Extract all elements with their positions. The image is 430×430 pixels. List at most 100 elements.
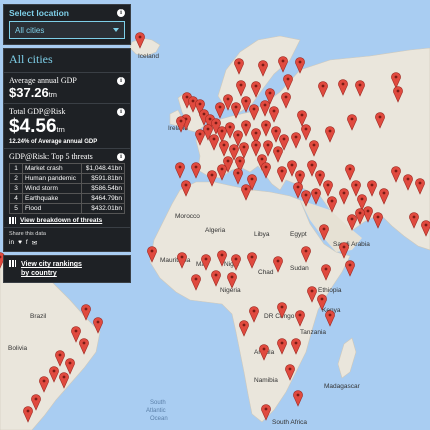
city-pin[interactable]: [278, 56, 288, 73]
city-pin[interactable]: [295, 57, 305, 74]
city-pin[interactable]: [295, 310, 305, 327]
city-pin[interactable]: [323, 180, 333, 197]
city-pin[interactable]: [261, 120, 271, 137]
city-pin[interactable]: [175, 162, 185, 179]
city-pin[interactable]: [251, 128, 261, 145]
city-pin[interactable]: [71, 326, 81, 343]
city-pin[interactable]: [277, 302, 287, 319]
city-pin[interactable]: [239, 320, 249, 337]
city-pin[interactable]: [318, 81, 328, 98]
city-pin[interactable]: [321, 264, 331, 281]
city-pin[interactable]: [49, 366, 59, 383]
city-pin[interactable]: [273, 256, 283, 273]
rankings-box[interactable]: View city rankings by country: [3, 255, 131, 283]
info-icon[interactable]: i: [117, 76, 125, 85]
city-pin[interactable]: [319, 224, 329, 241]
facebook-icon[interactable]: f: [25, 239, 28, 246]
city-pin[interactable]: [307, 160, 317, 177]
city-pin[interactable]: [297, 110, 307, 127]
city-pin[interactable]: [287, 160, 297, 177]
city-pin[interactable]: [251, 81, 261, 98]
city-pin[interactable]: [211, 118, 221, 135]
city-pin[interactable]: [235, 156, 245, 173]
city-pin[interactable]: [409, 212, 419, 229]
city-pin[interactable]: [251, 140, 261, 157]
city-pin[interactable]: [217, 164, 227, 181]
city-pin[interactable]: [249, 306, 259, 323]
city-pin[interactable]: [31, 394, 41, 411]
city-pin[interactable]: [279, 134, 289, 151]
info-icon[interactable]: i: [117, 9, 125, 17]
city-pin[interactable]: [379, 188, 389, 205]
city-pin[interactable]: [301, 190, 311, 207]
city-pin[interactable]: [249, 104, 259, 121]
city-pin[interactable]: [271, 126, 281, 143]
city-pin[interactable]: [241, 96, 251, 113]
city-pin[interactable]: [291, 338, 301, 355]
city-pin[interactable]: [191, 274, 201, 291]
city-pin[interactable]: [317, 294, 327, 311]
city-pin[interactable]: [259, 344, 269, 361]
city-pin[interactable]: [339, 188, 349, 205]
info-icon[interactable]: i: [117, 152, 125, 161]
city-pin[interactable]: [241, 120, 251, 137]
city-pin[interactable]: [277, 166, 287, 183]
info-icon[interactable]: i: [117, 107, 125, 116]
city-pin[interactable]: [207, 170, 217, 187]
linkedin-icon[interactable]: in: [9, 239, 15, 246]
city-pin[interactable]: [301, 124, 311, 141]
city-pin[interactable]: [391, 72, 401, 89]
city-pin[interactable]: [23, 406, 33, 423]
city-pin[interactable]: [311, 188, 321, 205]
city-pin[interactable]: [239, 142, 249, 159]
city-pin[interactable]: [261, 404, 271, 421]
city-pin[interactable]: [258, 60, 268, 77]
city-pin[interactable]: [327, 196, 337, 213]
city-pin[interactable]: [39, 376, 49, 393]
city-pin[interactable]: [236, 80, 246, 97]
city-pin[interactable]: [257, 154, 267, 171]
city-pin[interactable]: [217, 250, 227, 267]
city-pin[interactable]: [357, 194, 367, 211]
city-pin[interactable]: [195, 99, 205, 116]
city-pin[interactable]: [81, 304, 91, 321]
city-pin[interactable]: [293, 182, 303, 199]
city-pin[interactable]: [55, 350, 65, 367]
city-pin[interactable]: [263, 140, 273, 157]
city-pin[interactable]: [135, 32, 145, 49]
city-pin[interactable]: [421, 220, 430, 237]
city-pin[interactable]: [59, 372, 69, 389]
city-pin[interactable]: [227, 272, 237, 289]
city-pin[interactable]: [65, 358, 75, 375]
city-pin[interactable]: [351, 180, 361, 197]
city-pin[interactable]: [367, 180, 377, 197]
view-breakdown-link[interactable]: View breakdown of threats: [9, 217, 125, 224]
city-pin[interactable]: [177, 252, 187, 269]
city-pin[interactable]: [285, 364, 295, 381]
city-pin[interactable]: [277, 338, 287, 355]
city-pin[interactable]: [215, 102, 225, 119]
city-pin[interactable]: [281, 92, 291, 109]
city-pin[interactable]: [181, 180, 191, 197]
city-pin[interactable]: [203, 124, 213, 141]
city-pin[interactable]: [209, 134, 219, 151]
city-pin[interactable]: [295, 170, 305, 187]
city-pin[interactable]: [375, 112, 385, 129]
city-pins[interactable]: [0, 32, 430, 423]
city-pin[interactable]: [355, 80, 365, 97]
city-pin[interactable]: [93, 317, 103, 334]
city-pin[interactable]: [309, 140, 319, 157]
city-pin[interactable]: [283, 74, 293, 91]
city-pin[interactable]: [231, 254, 241, 271]
city-pin[interactable]: [325, 126, 335, 143]
city-pin[interactable]: [260, 100, 270, 117]
city-pin[interactable]: [301, 246, 311, 263]
city-pin[interactable]: [315, 170, 325, 187]
city-pin[interactable]: [233, 168, 243, 185]
city-pin[interactable]: [261, 162, 271, 179]
city-pin[interactable]: [269, 106, 279, 123]
city-pin[interactable]: [219, 140, 229, 157]
city-pin[interactable]: [307, 286, 317, 303]
city-pin[interactable]: [325, 310, 335, 327]
